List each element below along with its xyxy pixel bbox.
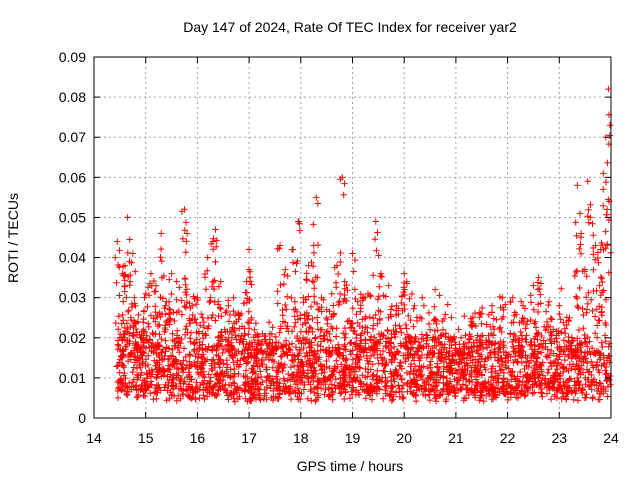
y-tick-labels: 0 0.01 0.02 0.03 0.04 0.05 0.06 0.07 0.08 0.09: [59, 49, 86, 426]
chart-title: Day 147 of 2024, Rate Of TEC Index for r…: [183, 19, 517, 35]
y-tick-label: 0.04: [59, 250, 86, 266]
x-tick-label: 16: [190, 430, 206, 446]
data-points: [112, 85, 614, 405]
y-tick-label: 0.03: [59, 290, 86, 306]
x-tick-label: 23: [552, 430, 568, 446]
x-tick-label: 21: [448, 430, 464, 446]
y-tick-label: 0.05: [59, 209, 86, 225]
y-tick-label: 0.06: [59, 169, 86, 185]
x-tick-label: 22: [500, 430, 516, 446]
x-tick-labels: 14 15 16 17 18 19 20 21 22 23 24: [86, 430, 619, 446]
x-axis-label: GPS time / hours: [297, 458, 404, 474]
x-tick-label: 14: [86, 430, 102, 446]
x-tick-label: 18: [293, 430, 309, 446]
y-tick-label: 0.07: [59, 129, 86, 145]
y-axis-label: ROTI / TECUs: [5, 193, 21, 283]
x-tick-label: 24: [603, 430, 619, 446]
y-tick-label: 0: [78, 410, 86, 426]
y-tick-label: 0.01: [59, 370, 86, 386]
y-tick-label: 0.09: [59, 49, 86, 65]
x-tick-label: 20: [396, 430, 412, 446]
x-tick-label: 19: [345, 430, 361, 446]
data-point-markers: [112, 85, 614, 405]
x-tick-label: 17: [241, 430, 257, 446]
tick-marks: [93, 56, 612, 419]
y-tick-label: 0.02: [59, 330, 86, 346]
x-tick-label: 15: [138, 430, 154, 446]
y-tick-label: 0.08: [59, 89, 86, 105]
